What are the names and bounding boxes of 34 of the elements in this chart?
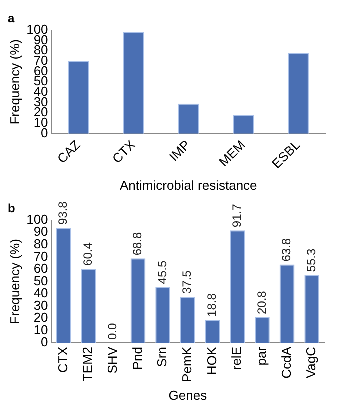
data-label: 68.8 bbox=[130, 232, 145, 256]
x-tick-label: Pnd bbox=[130, 347, 145, 370]
chart-title: a bbox=[8, 12, 15, 26]
x-axis-title: Genes bbox=[168, 388, 208, 403]
chart-title: b bbox=[8, 202, 16, 216]
x-tick-label: Srn bbox=[154, 347, 170, 368]
data-label: 55.3 bbox=[304, 248, 318, 272]
data-label: 37.5 bbox=[180, 270, 194, 294]
data-label: 93.8 bbox=[56, 201, 70, 225]
data-label: 63.8 bbox=[280, 238, 294, 262]
x-tick-label: relE bbox=[229, 346, 244, 370]
data-label: 18.8 bbox=[205, 293, 220, 317]
data-label: 20.8 bbox=[254, 290, 269, 314]
y-tick-label: 0 bbox=[41, 334, 48, 350]
y-axis-title: Frequency (%) bbox=[7, 239, 22, 324]
y-tick-label: 70 bbox=[34, 248, 48, 264]
x-tick-label: SHV bbox=[104, 346, 120, 374]
y-axis-title: Frequency (%) bbox=[7, 40, 22, 125]
x-tick-label: VagC bbox=[304, 347, 319, 379]
x-axis-title: Antimicrobial resistance bbox=[120, 178, 258, 193]
x-tick-label: CTX bbox=[55, 346, 70, 373]
x-tick-label: CcdA bbox=[278, 346, 294, 379]
x-tick-label: IMP bbox=[166, 137, 194, 164]
x-tick-label: PemK bbox=[179, 346, 194, 382]
data-label: 91.7 bbox=[230, 204, 244, 228]
data-label: 60.4 bbox=[80, 242, 95, 266]
x-tick-label: TEM2 bbox=[80, 347, 96, 382]
y-tick-label: 90 bbox=[34, 224, 48, 240]
x-tick-label: par bbox=[254, 346, 270, 366]
y-tick-label: 80 bbox=[34, 236, 48, 252]
data-label: 0.0 bbox=[106, 322, 120, 340]
x-tick-label: HOK bbox=[204, 346, 220, 376]
data-label: 45.5 bbox=[155, 260, 170, 284]
y-tick-label: 100 bbox=[26, 212, 48, 227]
